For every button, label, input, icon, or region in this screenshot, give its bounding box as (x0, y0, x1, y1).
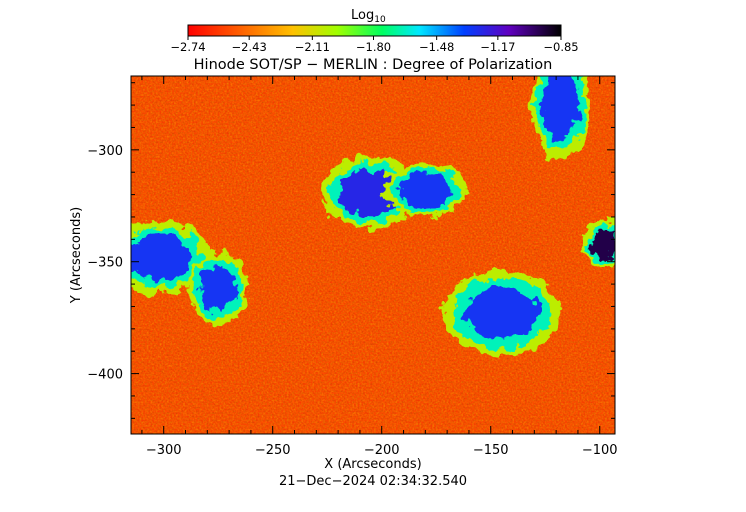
y-tick-label: −400 (87, 368, 123, 383)
polarization-region (188, 252, 248, 325)
colorbar-ticks: −2.74 −2.43 −2.11 −1.80 −1.48 −1.17 −0.85 (170, 36, 579, 54)
x-tick-label: −100 (582, 443, 618, 458)
polarization-region (131, 221, 210, 294)
polarization-region (531, 76, 590, 160)
y-tick-label: −300 (87, 144, 123, 159)
polarization-region (583, 219, 615, 268)
colorbar-tick-label: −2.43 (232, 40, 267, 54)
polarization-region (384, 162, 467, 218)
colorbar-tick-label: −2.74 (170, 40, 205, 54)
x-axis: −300 −250 −200 −150 −100 (141, 76, 618, 458)
y-axis-label: Y (Arcseconds) (69, 207, 84, 304)
x-tick-label: −250 (255, 443, 291, 458)
polarization-region (320, 156, 421, 229)
x-axis-label: X (Arcseconds) (324, 457, 421, 472)
colorbar-tick-label: −1.17 (480, 40, 515, 54)
x-tick-label: −300 (146, 443, 182, 458)
y-axis: −300 −350 −400 (87, 82, 615, 419)
colorbar-label: Log10 (351, 8, 386, 25)
colorbar-tick-label: −2.11 (295, 40, 330, 54)
timestamp: 21−Dec−2024 02:34:32.540 (279, 474, 467, 489)
colorbar-tick-label: −1.48 (419, 40, 454, 54)
polarization-region (442, 270, 561, 356)
chart-title: Hinode SOT/SP − MERLIN : Degree of Polar… (194, 57, 553, 73)
x-tick-label: −150 (473, 443, 509, 458)
colorbar-tick-label: −0.85 (543, 40, 578, 54)
plot-frame (130, 75, 616, 435)
y-tick-label: −350 (87, 256, 123, 271)
colorbar (187, 24, 562, 37)
colorbar-tick-label: −1.80 (356, 40, 391, 54)
x-tick-label: −200 (364, 443, 400, 458)
heatmap-image (131, 76, 615, 434)
